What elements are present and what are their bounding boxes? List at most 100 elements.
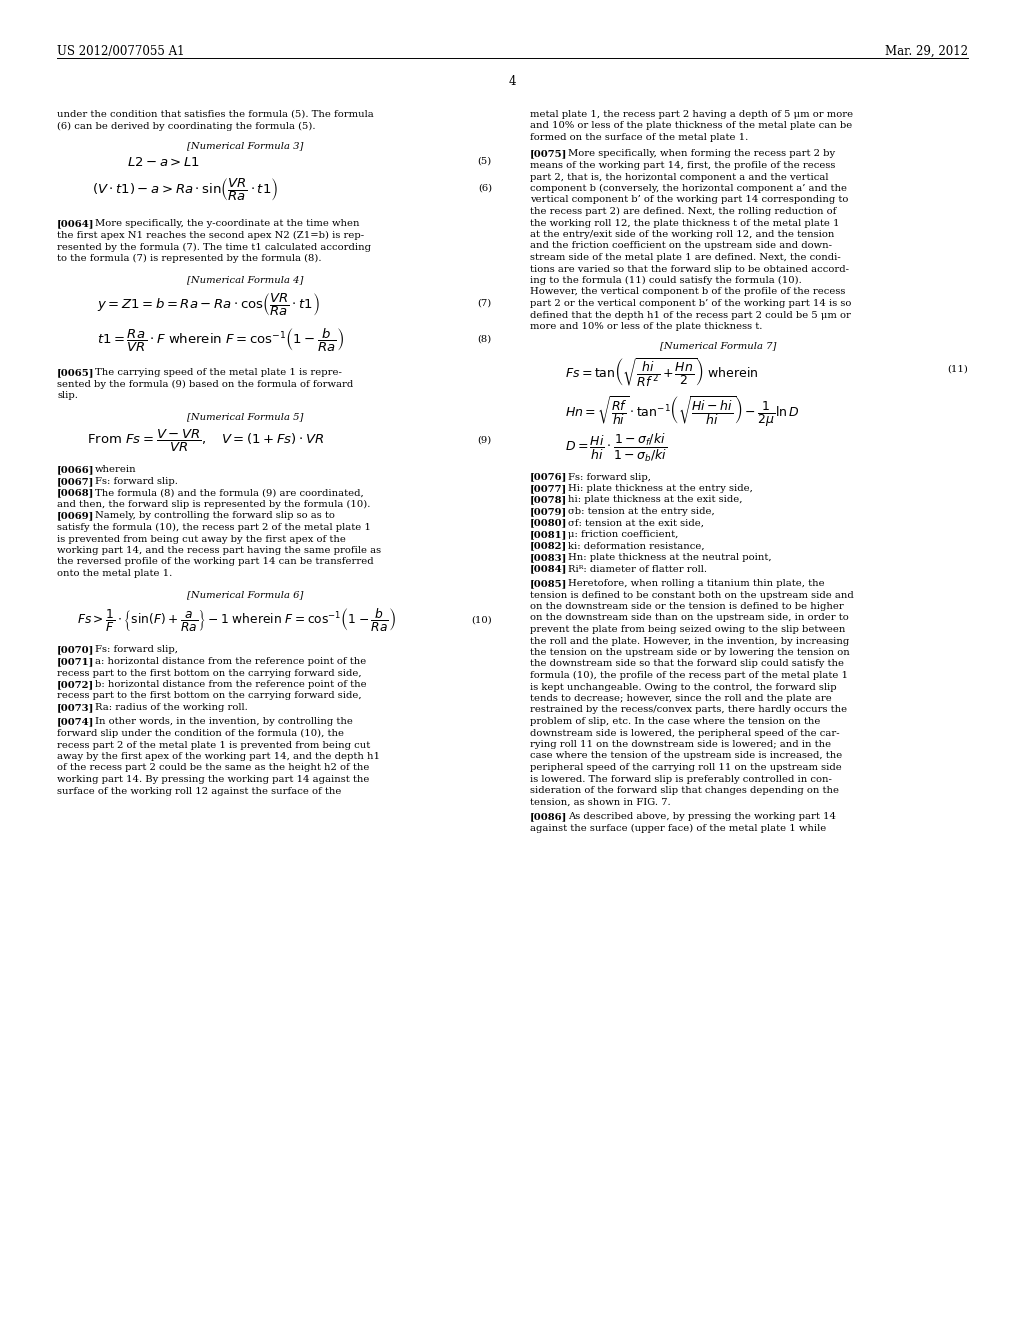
- Text: [0067]: [0067]: [57, 477, 94, 486]
- Text: a: horizontal distance from the reference point of the: a: horizontal distance from the referenc…: [95, 657, 367, 667]
- Text: From $Fs=\dfrac{V-VR}{VR},\quad V=(1+Fs)\cdot VR$: From $Fs=\dfrac{V-VR}{VR},\quad V=(1+Fs)…: [87, 428, 325, 454]
- Text: [0071]: [0071]: [57, 657, 94, 667]
- Text: metal plate 1, the recess part 2 having a depth of 5 μm or more: metal plate 1, the recess part 2 having …: [530, 110, 853, 119]
- Text: the reversed profile of the working part 14 can be transferred: the reversed profile of the working part…: [57, 557, 374, 566]
- Text: formula (10), the profile of the recess part of the metal plate 1: formula (10), the profile of the recess …: [530, 671, 848, 680]
- Text: and the friction coefficient on the upstream side and down-: and the friction coefficient on the upst…: [530, 242, 831, 251]
- Text: Fs: forward slip,: Fs: forward slip,: [95, 645, 178, 655]
- Text: sented by the formula (9) based on the formula of forward: sented by the formula (9) based on the f…: [57, 380, 353, 388]
- Text: Hn: plate thickness at the neutral point,: Hn: plate thickness at the neutral point…: [568, 553, 772, 562]
- Text: wherein: wherein: [95, 466, 136, 474]
- Text: on the downstream side or the tension is defined to be higher: on the downstream side or the tension is…: [530, 602, 844, 611]
- Text: [0075]: [0075]: [530, 149, 567, 158]
- Text: and then, the forward slip is represented by the formula (10).: and then, the forward slip is represente…: [57, 500, 371, 510]
- Text: (10): (10): [471, 616, 492, 624]
- Text: recess part to the first bottom on the carrying forward side,: recess part to the first bottom on the c…: [57, 692, 361, 701]
- Text: μ: friction coefficient,: μ: friction coefficient,: [568, 531, 678, 539]
- Text: rying roll 11 on the downstream side is lowered; and in the: rying roll 11 on the downstream side is …: [530, 741, 831, 748]
- Text: defined that the depth h1 of the recess part 2 could be 5 μm or: defined that the depth h1 of the recess …: [530, 310, 851, 319]
- Text: part 2 or the vertical component b’ of the working part 14 is so: part 2 or the vertical component b’ of t…: [530, 300, 851, 308]
- Text: $(V\cdot t1)-a>Ra\cdot\sin\!\left(\dfrac{VR}{Ra}\cdot t1\right)$: $(V\cdot t1)-a>Ra\cdot\sin\!\left(\dfrac…: [92, 176, 279, 203]
- Text: to the formula (7) is represented by the formula (8).: to the formula (7) is represented by the…: [57, 253, 322, 263]
- Text: $Fs>\dfrac{1}{F}\cdot\left\{\sin(F)+\dfrac{a}{Ra}\right\}-1$ wherein $F=\cos^{-1: $Fs>\dfrac{1}{F}\cdot\left\{\sin(F)+\dfr…: [77, 606, 396, 634]
- Text: (7): (7): [478, 300, 492, 308]
- Text: surface of the working roll 12 against the surface of the: surface of the working roll 12 against t…: [57, 787, 341, 796]
- Text: under the condition that satisfies the formula (5). The formula: under the condition that satisfies the f…: [57, 110, 374, 119]
- Text: slip.: slip.: [57, 391, 78, 400]
- Text: [0079]: [0079]: [530, 507, 567, 516]
- Text: at the entry/exit side of the working roll 12, and the tension: at the entry/exit side of the working ro…: [530, 230, 835, 239]
- Text: the tension on the upstream side or by lowering the tension on: the tension on the upstream side or by l…: [530, 648, 850, 657]
- Text: [0081]: [0081]: [530, 531, 567, 539]
- Text: recess part 2 of the metal plate 1 is prevented from being cut: recess part 2 of the metal plate 1 is pr…: [57, 741, 371, 750]
- Text: against the surface (upper face) of the metal plate 1 while: against the surface (upper face) of the …: [530, 824, 826, 833]
- Text: [0086]: [0086]: [530, 812, 567, 821]
- Text: [Numerical Formula 4]: [Numerical Formula 4]: [187, 276, 303, 285]
- Text: forward slip under the condition of the formula (10), the: forward slip under the condition of the …: [57, 729, 344, 738]
- Text: peripheral speed of the carrying roll 11 on the upstream side: peripheral speed of the carrying roll 11…: [530, 763, 842, 772]
- Text: [0064]: [0064]: [57, 219, 94, 228]
- Text: As described above, by pressing the working part 14: As described above, by pressing the work…: [568, 812, 836, 821]
- Text: The formula (8) and the formula (9) are coordinated,: The formula (8) and the formula (9) are …: [95, 488, 364, 498]
- Text: [Numerical Formula 3]: [Numerical Formula 3]: [187, 141, 303, 150]
- Text: [0073]: [0073]: [57, 704, 94, 711]
- Text: [0083]: [0083]: [530, 553, 567, 562]
- Text: of the recess part 2 could be the same as the height h2 of the: of the recess part 2 could be the same a…: [57, 763, 370, 772]
- Text: (9): (9): [478, 436, 492, 445]
- Text: is lowered. The forward slip is preferably controlled in con-: is lowered. The forward slip is preferab…: [530, 775, 831, 784]
- Text: ki: deformation resistance,: ki: deformation resistance,: [568, 541, 705, 550]
- Text: vertical component b’ of the working part 14 corresponding to: vertical component b’ of the working par…: [530, 195, 848, 205]
- Text: working part 14. By pressing the working part 14 against the: working part 14. By pressing the working…: [57, 775, 370, 784]
- Text: Fs: forward slip,: Fs: forward slip,: [568, 473, 651, 482]
- Text: (6) can be derived by coordinating the formula (5).: (6) can be derived by coordinating the f…: [57, 121, 315, 131]
- Text: sideration of the forward slip that changes depending on the: sideration of the forward slip that chan…: [530, 785, 839, 795]
- Text: [0072]: [0072]: [57, 680, 94, 689]
- Text: [0084]: [0084]: [530, 565, 567, 573]
- Text: [0069]: [0069]: [57, 511, 94, 520]
- Text: $y=Z1=b=Ra-Ra\cdot\cos\!\left(\dfrac{VR}{Ra}\cdot t1\right)$: $y=Z1=b=Ra-Ra\cdot\cos\!\left(\dfrac{VR}…: [97, 290, 319, 318]
- Text: (5): (5): [478, 157, 492, 165]
- Text: part 2, that is, the horizontal component a and the vertical: part 2, that is, the horizontal componen…: [530, 173, 828, 181]
- Text: formed on the surface of the metal plate 1.: formed on the surface of the metal plate…: [530, 133, 749, 143]
- Text: [0074]: [0074]: [57, 718, 94, 726]
- Text: downstream side is lowered, the peripheral speed of the car-: downstream side is lowered, the peripher…: [530, 729, 840, 738]
- Text: [0082]: [0082]: [530, 541, 567, 550]
- Text: tension is defined to be constant both on the upstream side and: tension is defined to be constant both o…: [530, 590, 854, 599]
- Text: tends to decrease; however, since the roll and the plate are: tends to decrease; however, since the ro…: [530, 694, 831, 704]
- Text: Mar. 29, 2012: Mar. 29, 2012: [885, 45, 968, 58]
- Text: More specifically, the y-coordinate at the time when: More specifically, the y-coordinate at t…: [95, 219, 359, 228]
- Text: Hi: plate thickness at the entry side,: Hi: plate thickness at the entry side,: [568, 484, 753, 492]
- Text: satisfy the formula (10), the recess part 2 of the metal plate 1: satisfy the formula (10), the recess par…: [57, 523, 371, 532]
- Text: more and 10% or less of the plate thickness t.: more and 10% or less of the plate thickn…: [530, 322, 763, 331]
- Text: ing to the formula (11) could satisfy the formula (10).: ing to the formula (11) could satisfy th…: [530, 276, 802, 285]
- Text: the recess part 2) are defined. Next, the rolling reduction of: the recess part 2) are defined. Next, th…: [530, 207, 837, 216]
- Text: (6): (6): [478, 183, 492, 193]
- Text: $Fs=\tan\!\left(\sqrt{\dfrac{hi}{Rf^{\,2}}+\dfrac{Hn}{2}}\right)$ wherein: $Fs=\tan\!\left(\sqrt{\dfrac{hi}{Rf^{\,2…: [565, 356, 759, 389]
- Text: Ra: radius of the working roll.: Ra: radius of the working roll.: [95, 704, 248, 711]
- Text: case where the tension of the upstream side is increased, the: case where the tension of the upstream s…: [530, 751, 843, 760]
- Text: on the downstream side than on the upstream side, in order to: on the downstream side than on the upstr…: [530, 614, 849, 623]
- Text: More specifically, when forming the recess part 2 by: More specifically, when forming the rece…: [568, 149, 836, 158]
- Text: [0077]: [0077]: [530, 484, 567, 492]
- Text: is prevented from being cut away by the first apex of the: is prevented from being cut away by the …: [57, 535, 346, 544]
- Text: The carrying speed of the metal plate 1 is repre-: The carrying speed of the metal plate 1 …: [95, 368, 342, 378]
- Text: is kept unchangeable. Owing to the control, the forward slip: is kept unchangeable. Owing to the contr…: [530, 682, 837, 692]
- Text: prevent the plate from being seized owing to the slip between: prevent the plate from being seized owin…: [530, 624, 846, 634]
- Text: $Hn=\sqrt{\dfrac{Rf}{hi}}\cdot\tan^{-1}\!\left(\sqrt{\dfrac{Hi-hi}{hi}}\right)-\: $Hn=\sqrt{\dfrac{Rf}{hi}}\cdot\tan^{-1}\…: [565, 395, 800, 429]
- Text: onto the metal plate 1.: onto the metal plate 1.: [57, 569, 172, 578]
- Text: σf: tension at the exit side,: σf: tension at the exit side,: [568, 519, 705, 528]
- Text: [0080]: [0080]: [530, 519, 567, 528]
- Text: In other words, in the invention, by controlling the: In other words, in the invention, by con…: [95, 718, 353, 726]
- Text: recess part to the first bottom on the carrying forward side,: recess part to the first bottom on the c…: [57, 668, 361, 677]
- Text: [0076]: [0076]: [530, 473, 567, 482]
- Text: resented by the formula (7). The time t1 calculated according: resented by the formula (7). The time t1…: [57, 243, 371, 252]
- Text: [0070]: [0070]: [57, 645, 94, 655]
- Text: b: horizontal distance from the reference point of the: b: horizontal distance from the referenc…: [95, 680, 367, 689]
- Text: away by the first apex of the working part 14, and the depth h1: away by the first apex of the working pa…: [57, 752, 380, 762]
- Text: σb: tension at the entry side,: σb: tension at the entry side,: [568, 507, 715, 516]
- Text: $t1=\dfrac{Ra}{VR}\cdot F$ wherein $F=\cos^{-1}\!\left(1-\dfrac{b}{Ra}\right)$: $t1=\dfrac{Ra}{VR}\cdot F$ wherein $F=\c…: [97, 326, 344, 354]
- Text: (8): (8): [478, 334, 492, 343]
- Text: the roll and the plate. However, in the invention, by increasing: the roll and the plate. However, in the …: [530, 636, 849, 645]
- Text: means of the working part 14, first, the profile of the recess: means of the working part 14, first, the…: [530, 161, 836, 170]
- Text: [0078]: [0078]: [530, 495, 567, 504]
